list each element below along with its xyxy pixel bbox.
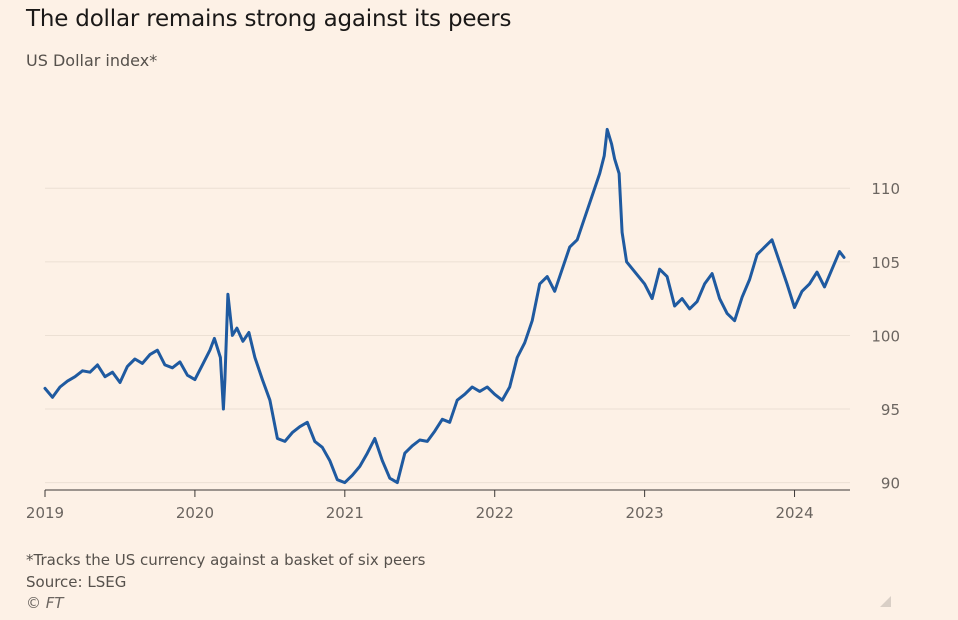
y-tick-label: 105 <box>871 254 900 272</box>
y-tick-label: 110 <box>871 180 900 198</box>
resize-corner-icon <box>880 596 891 607</box>
y-tick-label: 90 <box>881 475 900 493</box>
x-tick-label: 2020 <box>176 504 214 522</box>
footnote-text: *Tracks the US currency against a basket… <box>26 551 426 569</box>
y-tick-label: 100 <box>871 327 900 345</box>
x-tick-label: 2023 <box>626 504 664 522</box>
x-tick-label: 2022 <box>476 504 514 522</box>
line-chart: 90 95 100 105 110 2019 2020 2021 2022 2023 2024 <box>26 127 900 522</box>
ft-credit: © FT <box>26 594 64 612</box>
x-tick-label: 2019 <box>26 504 64 522</box>
x-tick-label: 2021 <box>326 504 364 522</box>
series-line <box>43 127 846 485</box>
x-tick-label: 2024 <box>775 504 813 522</box>
chart-footnote: *Tracks the US currency against a basket… <box>26 549 426 593</box>
y-tick-label: 95 <box>881 401 900 419</box>
source-text: Source: LSEG <box>26 573 127 591</box>
chart-title: The dollar remains strong against its pe… <box>26 6 512 32</box>
chart-subtitle: US Dollar index* <box>26 51 158 70</box>
